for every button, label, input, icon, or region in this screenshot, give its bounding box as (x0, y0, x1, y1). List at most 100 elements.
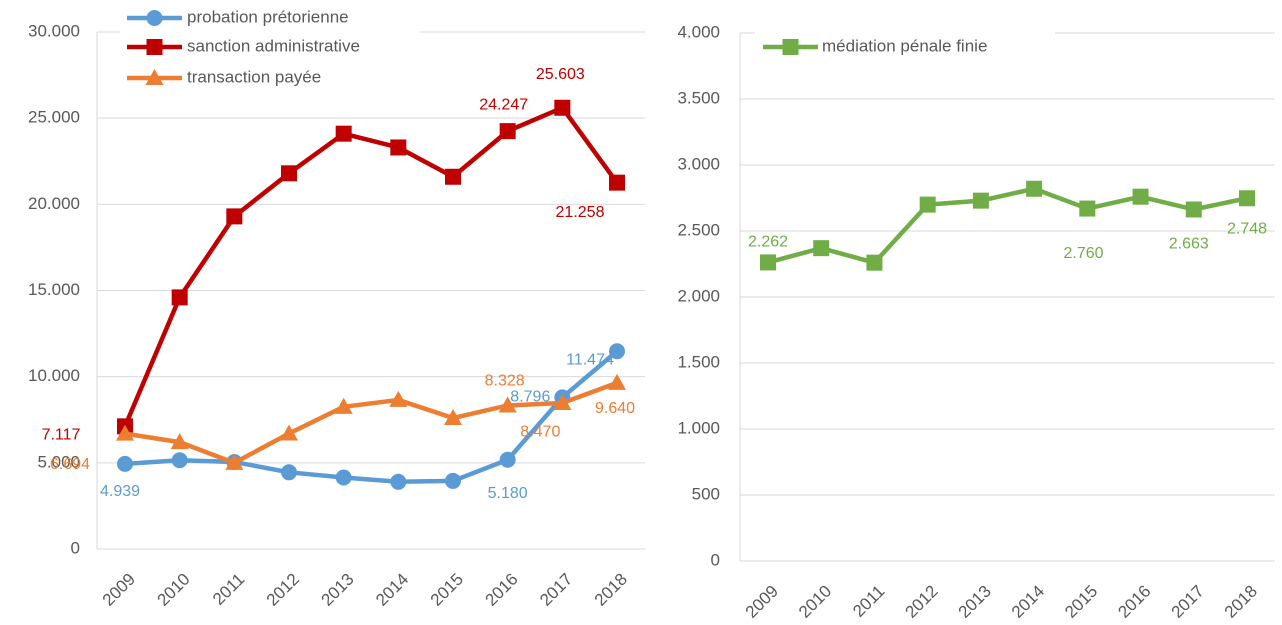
y-tick-label: 3.500 (677, 88, 720, 107)
marker (499, 123, 516, 140)
marker (1239, 190, 1255, 207)
legend-label: médiation pénale finie (822, 36, 987, 55)
marker (171, 452, 188, 469)
series-line (124, 380, 618, 466)
marker (866, 254, 883, 271)
marker (335, 125, 352, 142)
value-label: 8.796 (510, 389, 550, 406)
marker (390, 473, 407, 490)
x-tick-label: 2016 (481, 570, 521, 610)
marker (1185, 201, 1202, 218)
marker (225, 453, 244, 470)
value-label: 7.117 (42, 427, 81, 444)
value-label: 4.939 (100, 483, 140, 500)
y-tick-label: 5.000 (37, 452, 80, 471)
marker (445, 168, 461, 185)
y-tick-label: 10.000 (28, 366, 80, 385)
marker (972, 192, 989, 209)
value-label: 2.748 (1227, 220, 1267, 237)
y-tick-label: 2.500 (677, 220, 720, 239)
value-label: 8.328 (485, 373, 525, 390)
x-tick-label: 2014 (372, 570, 412, 610)
y-tick-label: 0 (711, 550, 720, 569)
value-label: 11.474 (566, 351, 614, 368)
x-tick-label: 2014 (1008, 582, 1048, 622)
marker (1132, 188, 1149, 205)
series-line (767, 186, 1248, 265)
marker (334, 397, 353, 414)
value-label: 2.760 (1064, 245, 1104, 262)
value-label: 25.603 (536, 66, 585, 83)
series-line (122, 105, 619, 428)
y-tick-label: 4.000 (677, 22, 720, 41)
legend-label: probation prétorienne (187, 7, 349, 26)
x-tick-label: 2010 (795, 582, 835, 622)
value-label: 24.247 (479, 96, 528, 113)
marker (813, 240, 830, 257)
x-tick-label: 2013 (317, 570, 357, 610)
value-label: 9.640 (595, 400, 635, 417)
value-label: 5.180 (488, 485, 528, 502)
y-tick-label: 30.000 (28, 21, 80, 40)
marker (1079, 200, 1096, 217)
marker (919, 196, 936, 213)
legend-marker (145, 69, 164, 85)
marker (445, 472, 461, 489)
marker (499, 451, 516, 468)
marker (170, 433, 189, 450)
marker (498, 396, 517, 413)
value-label: 2.262 (748, 234, 788, 251)
x-tick-label: 2015 (427, 570, 467, 610)
x-tick-label: 2013 (955, 582, 995, 622)
marker (335, 469, 352, 486)
x-tick-label: 2011 (209, 570, 248, 609)
marker (171, 289, 188, 306)
marker (280, 424, 298, 441)
marker (281, 464, 297, 481)
marker (444, 409, 462, 426)
value-label: 8.470 (520, 423, 560, 440)
legend-marker (146, 39, 163, 55)
x-tick-label: 2017 (1168, 582, 1208, 622)
x-tick-label: 2009 (742, 582, 782, 622)
marker (281, 165, 297, 182)
x-tick-label: 2012 (263, 570, 303, 610)
x-tick-label: 2018 (1221, 582, 1261, 622)
y-tick-label: 25.000 (28, 108, 80, 127)
value-label: 2.663 (1169, 236, 1209, 253)
series-line (124, 349, 619, 485)
legend-label: transaction payée (187, 67, 321, 86)
x-tick-label: 2011 (849, 582, 888, 621)
marker (760, 254, 776, 271)
x-tick-label: 2017 (536, 570, 576, 610)
marker (609, 174, 625, 191)
x-tick-label: 2009 (99, 570, 139, 610)
marker (609, 343, 625, 360)
y-tick-label: 500 (692, 484, 720, 503)
value-label: 21.258 (556, 204, 605, 221)
x-tick-label: 2018 (591, 570, 631, 610)
y-tick-label: 0 (71, 538, 80, 557)
marker (116, 424, 134, 441)
y-tick-label: 1.500 (677, 352, 720, 371)
y-tick-label: 1.000 (677, 418, 720, 437)
y-tick-label: 2.000 (677, 286, 720, 305)
x-tick-label: 2012 (901, 582, 941, 622)
legend-label: sanction administrative (187, 36, 360, 55)
marker (390, 139, 407, 156)
x-tick-label: 2010 (153, 570, 193, 610)
marker (117, 455, 133, 472)
legend-marker (146, 10, 163, 26)
x-tick-label: 2015 (1061, 582, 1101, 622)
legend-marker (782, 39, 799, 55)
value-label: 6.694 (50, 456, 90, 473)
y-tick-label: 20.000 (28, 194, 80, 213)
marker (1026, 180, 1043, 197)
marker (608, 373, 626, 390)
x-tick-label: 2016 (1114, 582, 1154, 622)
marker (226, 208, 243, 225)
y-tick-label: 15.000 (28, 280, 80, 299)
marker (553, 394, 572, 411)
marker (389, 390, 408, 407)
